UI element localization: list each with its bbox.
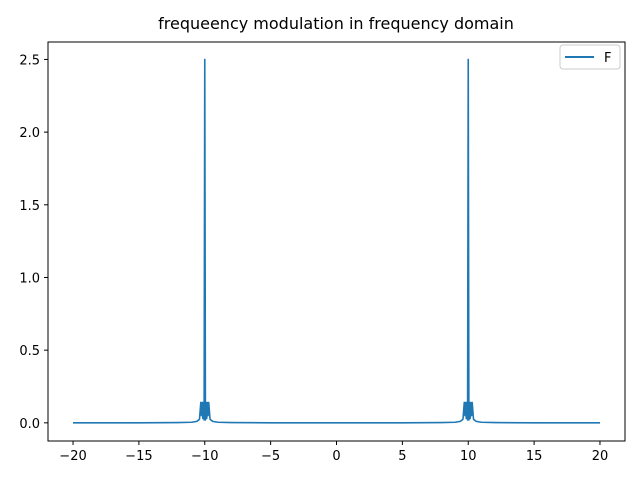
x-tick-label: 0 <box>332 449 340 464</box>
y-tick-label: 2.5 <box>19 53 40 68</box>
chart-title: frequeency modulation in frequency domai… <box>158 14 514 33</box>
x-tick-label: −10 <box>191 449 218 464</box>
x-tick-label: 10 <box>460 449 477 464</box>
x-tick-label: −5 <box>261 449 280 464</box>
x-tick-label: −15 <box>125 449 152 464</box>
y-tick-label: 2.0 <box>19 126 40 141</box>
y-axis: 0.0 0.5 1.0 1.5 2.0 2.5 <box>19 53 48 432</box>
series-line-F <box>73 58 600 424</box>
series-layer <box>73 58 600 424</box>
x-tick-label: 20 <box>592 449 609 464</box>
legend-label: F <box>604 51 611 66</box>
y-tick-label: 1.5 <box>19 199 40 214</box>
x-axis: −20 −15 −10 −5 0 5 10 15 20 <box>59 441 608 464</box>
legend: F <box>559 44 621 70</box>
x-tick-label: −20 <box>59 449 86 464</box>
y-tick-label: 1.0 <box>19 271 40 286</box>
y-tick-label: 0.0 <box>19 417 40 432</box>
x-tick-label: 15 <box>526 449 543 464</box>
y-tick-label: 0.5 <box>19 344 40 359</box>
x-tick-label: 5 <box>398 449 406 464</box>
